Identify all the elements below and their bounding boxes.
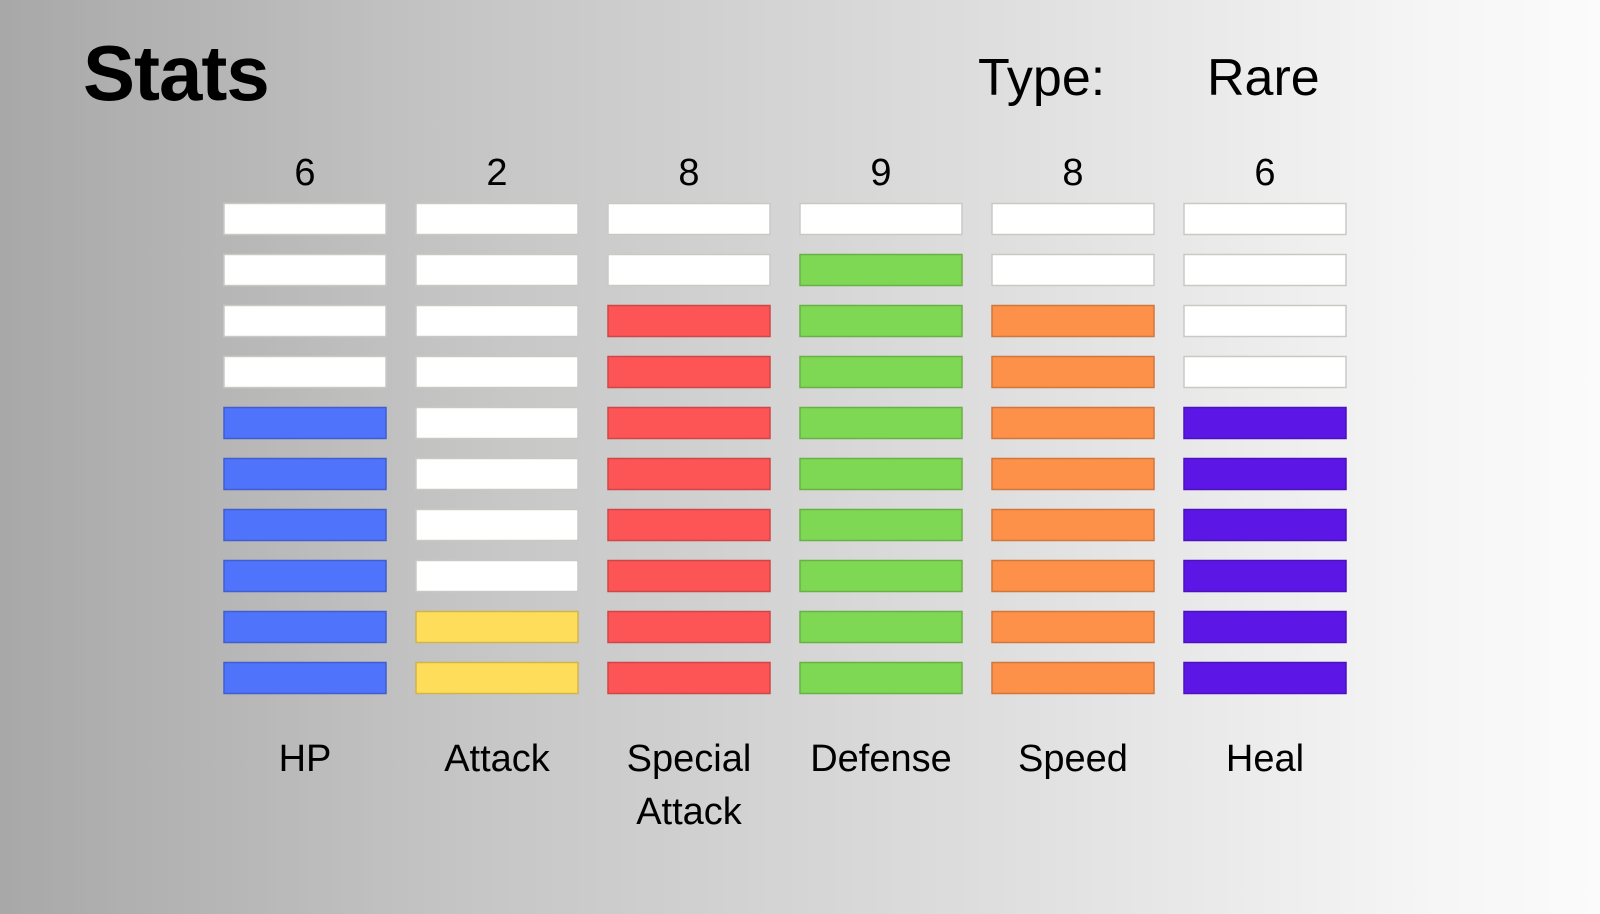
bar-segment-speed-3-filled — [991, 304, 1155, 338]
bar-segment-special-attack-2-empty — [607, 253, 771, 287]
bar-segment-special-attack-8-filled — [607, 559, 771, 593]
type-label: Type: — [978, 49, 1106, 107]
bar-segment-defense-5-filled — [799, 406, 963, 440]
bar-segment-defense-6-filled — [799, 457, 963, 491]
stat-value-speed: 8 — [1062, 152, 1083, 194]
bar-segment-defense-9-filled — [799, 610, 963, 644]
bar-segment-defense-10-filled — [799, 661, 963, 695]
bar-segment-attack-3-empty — [415, 304, 579, 338]
stat-value-hp: 6 — [294, 152, 315, 194]
bar-segment-special-attack-4-filled — [607, 355, 771, 389]
bar-segment-heal-6-filled — [1183, 457, 1347, 491]
bar-segment-heal-4-empty — [1183, 355, 1347, 389]
bar-segment-hp-6-filled — [223, 457, 387, 491]
bar-segment-attack-4-empty — [415, 355, 579, 389]
bar-segment-attack-1-empty — [415, 202, 579, 236]
bar-segment-attack-9-filled — [415, 610, 579, 644]
bar-segment-hp-3-empty — [223, 304, 387, 338]
bar-segment-heal-1-empty — [1183, 202, 1347, 236]
category-label-attack: Attack — [444, 738, 551, 780]
bar-segment-hp-5-filled — [223, 406, 387, 440]
bar-segment-speed-9-filled — [991, 610, 1155, 644]
bar-segment-special-attack-5-filled — [607, 406, 771, 440]
type-value: Rare — [1207, 49, 1320, 107]
stat-value-heal: 6 — [1254, 152, 1275, 194]
bar-segment-attack-10-filled — [415, 661, 579, 695]
stat-value-defense: 9 — [870, 152, 891, 194]
bar-segment-speed-5-filled — [991, 406, 1155, 440]
bar-segment-hp-10-filled — [223, 661, 387, 695]
bar-segment-heal-3-empty — [1183, 304, 1347, 338]
bar-segment-special-attack-7-filled — [607, 508, 771, 542]
category-label-hp: HP — [279, 738, 332, 780]
bar-segment-defense-8-filled — [799, 559, 963, 593]
bar-segment-speed-6-filled — [991, 457, 1155, 491]
bar-segment-hp-7-filled — [223, 508, 387, 542]
bar-segment-heal-8-filled — [1183, 559, 1347, 593]
category-label-speed: Speed — [1018, 738, 1128, 780]
bar-segment-defense-1-empty — [799, 202, 963, 236]
bar-segment-defense-3-filled — [799, 304, 963, 338]
page-title: Stats — [83, 29, 270, 117]
bar-segment-attack-5-empty — [415, 406, 579, 440]
bar-segment-speed-2-empty — [991, 253, 1155, 287]
bar-segment-speed-10-filled — [991, 661, 1155, 695]
category-label-special-attack-line-1: Special — [627, 738, 752, 780]
bar-segment-hp-1-empty — [223, 202, 387, 236]
bar-segment-speed-1-empty — [991, 202, 1155, 236]
bar-segment-special-attack-10-filled — [607, 661, 771, 695]
bar-segment-special-attack-9-filled — [607, 610, 771, 644]
bar-segment-attack-2-empty — [415, 253, 579, 287]
bar-segment-hp-4-empty — [223, 355, 387, 389]
bar-segment-defense-2-filled — [799, 253, 963, 287]
bar-segment-heal-2-empty — [1183, 253, 1347, 287]
bar-segment-heal-7-filled — [1183, 508, 1347, 542]
bar-segment-defense-7-filled — [799, 508, 963, 542]
stat-value-special-attack: 8 — [678, 152, 699, 194]
bar-segment-hp-2-empty — [223, 253, 387, 287]
category-label-heal: Heal — [1226, 738, 1304, 780]
bar-segment-heal-5-filled — [1183, 406, 1347, 440]
bar-segment-attack-7-empty — [415, 508, 579, 542]
bar-segment-attack-6-empty — [415, 457, 579, 491]
stat-value-attack: 2 — [486, 152, 507, 194]
bar-segment-special-attack-6-filled — [607, 457, 771, 491]
bar-segment-heal-10-filled — [1183, 661, 1347, 695]
category-label-defense: Defense — [810, 738, 952, 780]
bar-segment-heal-9-filled — [1183, 610, 1347, 644]
bar-segment-hp-9-filled — [223, 610, 387, 644]
bar-segment-speed-7-filled — [991, 508, 1155, 542]
category-label-special-attack-line-2: Attack — [636, 791, 743, 833]
bar-segment-speed-8-filled — [991, 559, 1155, 593]
bar-segment-special-attack-1-empty — [607, 202, 771, 236]
bar-segment-defense-4-filled — [799, 355, 963, 389]
bar-segment-attack-8-empty — [415, 559, 579, 593]
bar-segment-hp-8-filled — [223, 559, 387, 593]
bar-segment-speed-4-filled — [991, 355, 1155, 389]
bar-segment-special-attack-3-filled — [607, 304, 771, 338]
